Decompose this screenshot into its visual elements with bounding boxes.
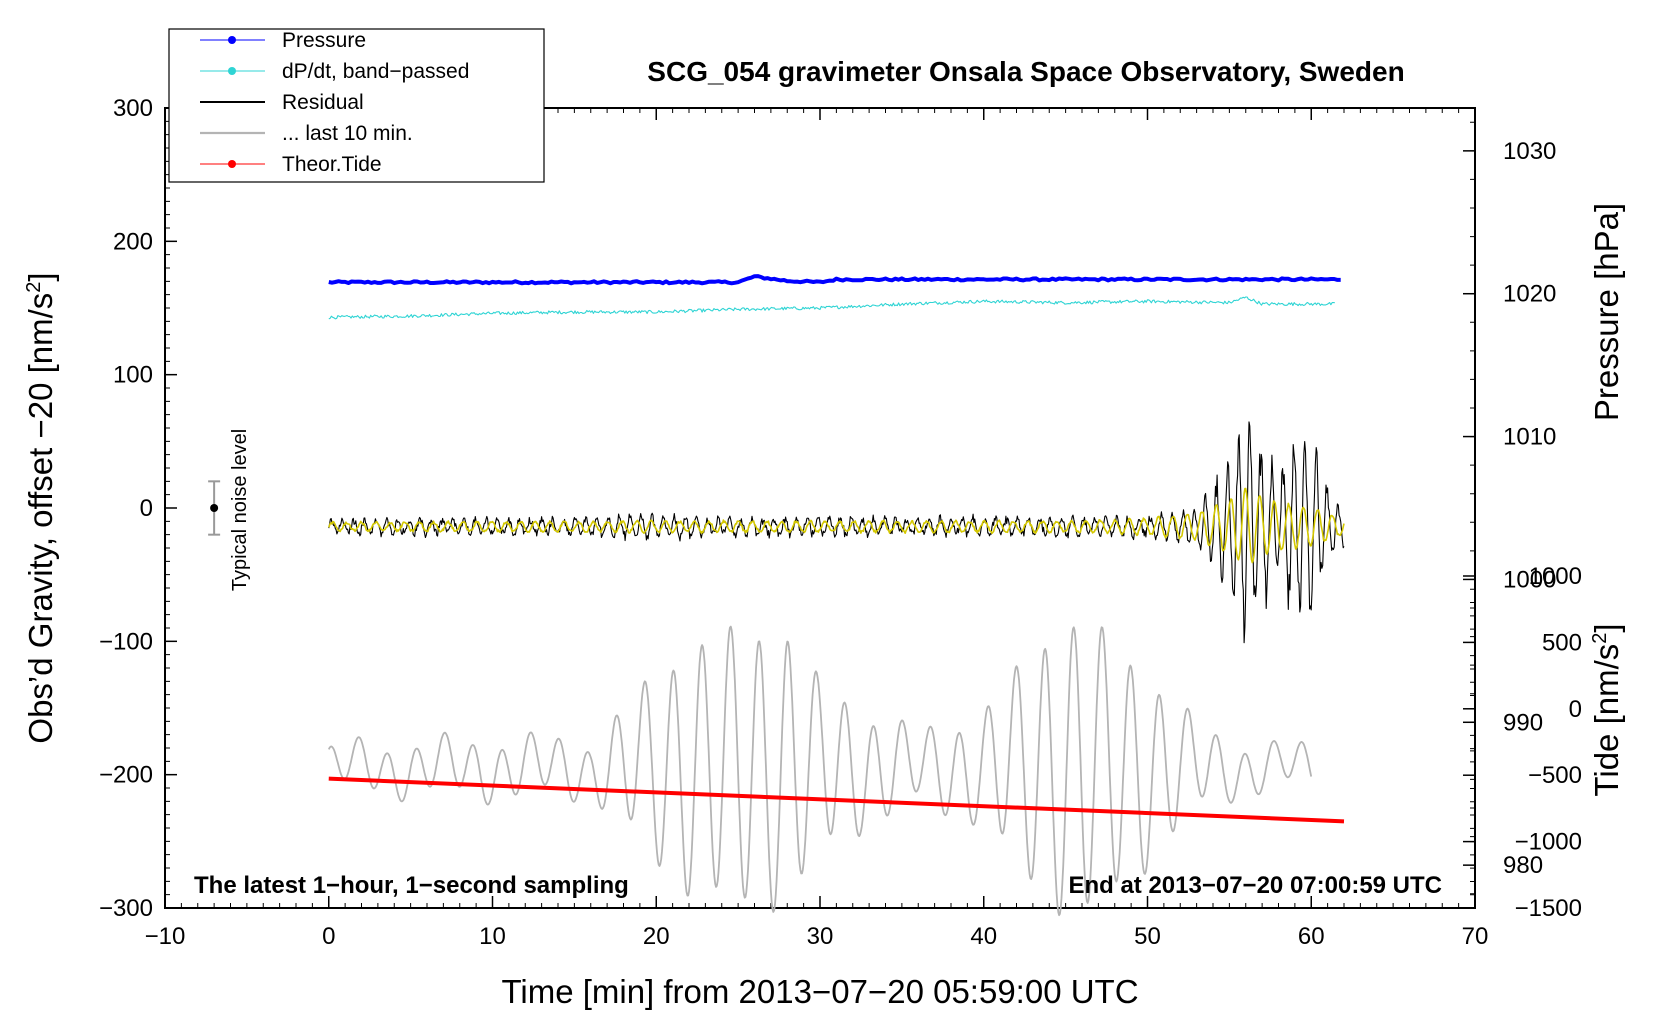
x-axis-ticks: −10 0 10 20 30 40 50 60 70 (145, 108, 1489, 950)
y-axis-title: Obs’d Gravity, offset −20 [nm/s2] (22, 272, 59, 743)
series-residual (328, 421, 1345, 644)
pressure-tick-label: 1000 (1503, 566, 1556, 593)
y-tick-label: −300 (99, 895, 153, 922)
pressure-tick-label: 990 (1503, 709, 1543, 736)
x-tick-label: 40 (970, 923, 997, 950)
noise-level-indicator (208, 480, 221, 536)
legend-label: Pressure (282, 29, 366, 52)
x-tick-label: 50 (1134, 923, 1161, 950)
x-tick-label: 30 (807, 923, 834, 950)
pressure-tick-label: 1020 (1503, 281, 1556, 308)
y-tick-label: 100 (113, 362, 153, 389)
pressure-axis-title: Pressure [hPa] (1588, 203, 1625, 421)
tide-tick-label: −500 (1528, 762, 1582, 789)
x-axis-title: Time [min] from 2013−07−20 05:59:00 UTC (501, 973, 1138, 1010)
x-tick-label: 20 (643, 923, 670, 950)
legend-marker (228, 36, 236, 44)
tide-axis-ticks: 1000 500 0 −500 −1000 −1500 (1463, 563, 1582, 922)
minor-tick-marks (164, 107, 1476, 909)
chart-title: SCG_054 gravimeter Onsala Space Observat… (647, 56, 1404, 87)
y-tick-label: −100 (99, 628, 153, 655)
legend: Pressure dP/dt, band−passed Residual ... la… (168, 28, 545, 183)
y-tick-label: −200 (99, 762, 153, 789)
legend-label: Theor.Tide (282, 153, 382, 176)
series-last-10-min (327, 625, 1313, 917)
noise-level-label: Typical noise level (229, 429, 251, 591)
minor-ticks (164, 107, 1476, 909)
legend-label: Residual (282, 91, 364, 114)
pressure-tick-label: 1030 (1503, 138, 1556, 165)
series-layer (327, 274, 1345, 917)
tide-tick-label: −1000 (1515, 829, 1582, 856)
pressure-tick-label: 980 (1503, 852, 1543, 879)
pressure-tick-label: 1010 (1503, 424, 1556, 451)
y-axis-title-end: ] (22, 272, 59, 281)
tide-tick-label: 500 (1542, 629, 1582, 656)
tide-axis-title-end: ] (1588, 623, 1625, 632)
x-tick-label: −10 (145, 923, 186, 950)
x-tick-label: 10 (479, 923, 506, 950)
x-tick-label: 70 (1462, 923, 1489, 950)
legend-items: Pressure dP/dt, band−passed Residual ... la… (200, 29, 469, 176)
sampling-note: The latest 1−hour, 1−second sampling (194, 872, 629, 899)
x-tick-label: 60 (1298, 923, 1325, 950)
legend-label: ... last 10 min. (282, 122, 413, 145)
y-axis-title-base: Obs’d Gravity, offset −20 [nm/s (22, 293, 59, 744)
tide-tick-label: 0 (1569, 696, 1582, 723)
legend-marker (228, 67, 236, 75)
noise-bar-center-dot (210, 504, 219, 512)
series-pressure (328, 274, 1341, 286)
y-tick-label: 300 (113, 95, 153, 122)
plot-frame (164, 107, 1476, 909)
y-tick-label: 0 (140, 495, 153, 522)
y-axis-title-sup: 2 (23, 282, 45, 293)
legend-marker (228, 160, 236, 168)
tide-axis-title-sup: 2 (1589, 633, 1611, 644)
series-theor-tide (328, 776, 1345, 824)
tide-tick-label: −1500 (1515, 895, 1582, 922)
tide-axis-title-base: Tide [nm/s (1588, 644, 1625, 797)
tide-axis-title: Tide [nm/s2] (1588, 623, 1625, 796)
x-tick-label: 0 (322, 923, 335, 950)
pressure-axis-ticks: 1030 1020 1010 1000 990 980 (1463, 121, 1556, 895)
y-tick-label: 200 (113, 228, 153, 255)
y-axis-ticks: 300 200 100 0 −100 −200 −300 (99, 95, 177, 922)
series-dp-dt-band-passed (328, 296, 1335, 320)
tide-tick-label: 1000 (1529, 563, 1582, 590)
legend-box (168, 28, 545, 183)
legend-label: dP/dt, band−passed (282, 60, 469, 83)
end-time-note: End at 2013−07−20 07:00:59 UTC (1068, 872, 1442, 899)
series-residual-band-passed-yellow (328, 487, 1345, 564)
